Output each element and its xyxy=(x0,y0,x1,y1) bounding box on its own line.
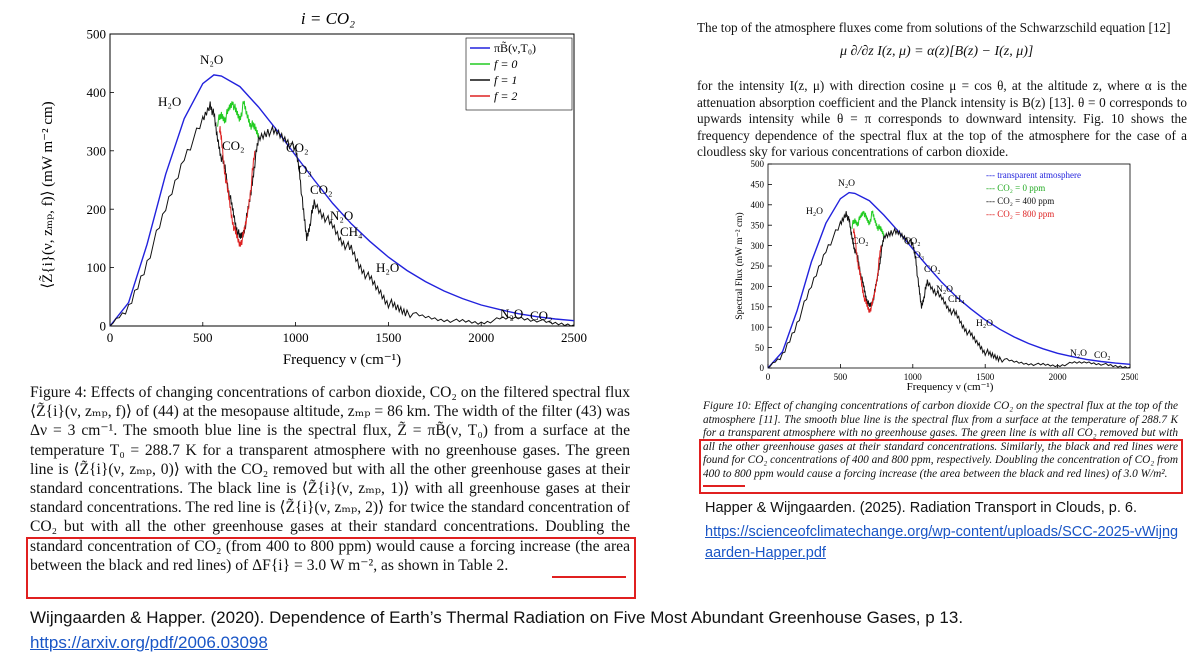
left-ytick-label: 300 xyxy=(87,143,107,158)
left-chart-title: i = CO₂ xyxy=(301,9,355,28)
left-annot-n2o-1: N₂O xyxy=(200,52,223,67)
right-ytick-label: 150 xyxy=(751,302,765,312)
right-ytick-label: 50 xyxy=(755,343,765,353)
right-annot-h2o-1: H₂O xyxy=(806,207,823,217)
bottom-citation: Wijngaarden & Happer. (2020). Dependence… xyxy=(30,608,964,627)
left-ytick-label: 500 xyxy=(87,27,107,42)
left-annot-co2-3: CO₂ xyxy=(310,182,333,197)
right-url-link[interactable]: https://scienceofclimatechange.org/wp-co… xyxy=(705,524,1179,561)
right-chart: 0 500 1000 1500 2000 2500 0 50 100 150 200 250 300 35… xyxy=(734,159,1138,393)
left-annot-co2-1: CO₂ xyxy=(222,138,245,153)
right-equation: μ ∂/∂z I(z, μ) = α(z)[B(z) − I(z, μ)] xyxy=(840,44,1034,59)
right-ytick-label: 100 xyxy=(751,322,765,332)
right-ytick-label: 350 xyxy=(751,220,765,230)
right-highlight-box xyxy=(699,439,1183,494)
left-series-planck xyxy=(109,74,575,327)
left-annot-ch4: CH₄ xyxy=(340,224,363,239)
left-xtick-label: 0 xyxy=(107,330,114,345)
right-ytick-label: 200 xyxy=(751,282,765,292)
left-x-axis-label: Frequency ν (cm⁻¹) xyxy=(283,352,401,368)
left-caption: Figure 4: Effects of changing concentrat… xyxy=(30,384,630,574)
right-xtick-label: 1500 xyxy=(976,372,995,382)
right-underline xyxy=(703,485,745,487)
right-legend-transparent: --- transparent atmosphere xyxy=(986,170,1081,180)
right-caption: Figure 10: Effect of changing concentrat… xyxy=(703,400,1178,480)
right-annot-n2o-3: N₂O xyxy=(1070,349,1087,359)
right-xtick-label: 1000 xyxy=(904,372,923,382)
right-annot-ch4: CH₄ xyxy=(948,295,965,305)
left-legend-planck: πB̃(ν,T₀) xyxy=(494,41,536,55)
left-ytick-label: 0 xyxy=(100,319,107,334)
right-xtick-label: 2000 xyxy=(1049,372,1068,382)
left-series-line-1 xyxy=(109,101,575,327)
left-xtick-label: 500 xyxy=(193,330,213,345)
right-legend-co2-0: --- CO₂ = 0 ppm xyxy=(986,183,1045,193)
left-legend-f1: f = 1 xyxy=(494,73,517,87)
left-ytick-label: 100 xyxy=(87,260,107,275)
left-legend: πB̃(ν,T₀) f = 0 f = 1 f = 2 xyxy=(465,37,573,111)
left-xtick-label: 1500 xyxy=(375,330,401,345)
right-x-axis-label: Frequency ν (cm⁻¹) xyxy=(907,381,994,393)
left-annot-h2o-1: H₂O xyxy=(158,94,181,109)
right-legend: --- transparent atmosphere --- CO₂ = 0 p… xyxy=(986,170,1081,219)
right-xtick-label: 2500 xyxy=(1121,372,1138,382)
left-annot-o3: O₃ xyxy=(298,162,312,177)
left-ytick-label: 200 xyxy=(87,202,107,217)
right-annot-h2o-2: H₂O xyxy=(976,319,993,329)
right-ytick-label: 450 xyxy=(751,180,765,190)
left-legend-f2: f = 2 xyxy=(494,89,517,103)
right-ytick-label: 250 xyxy=(751,261,765,271)
left-chart: i = CO₂ 0 500 1000 1500 2000 2500 0 100 200 300 40… xyxy=(39,9,587,368)
left-legend-f0: f = 0 xyxy=(494,57,517,71)
left-xtick-label: 2500 xyxy=(561,330,587,345)
right-paragraph-1: The top of the atmosphere fluxes come fr… xyxy=(697,20,1171,35)
right-ytick-label: 300 xyxy=(751,241,765,251)
left-ytick-label: 400 xyxy=(87,85,107,100)
right-annot-co2-4: CO₂ xyxy=(1094,351,1111,361)
right-annot-o3: O₃ xyxy=(914,251,924,261)
right-legend-co2-400: --- CO₂ = 400 ppm xyxy=(986,196,1054,206)
left-y-axis-label: ⟨Z̃{i}(ν, zₘₚ, f)⟩ (mW m⁻² cm) xyxy=(39,101,56,288)
left-annot-co2-4: CO₂ xyxy=(530,308,553,323)
right-ytick-label: 0 xyxy=(760,363,765,373)
right-ytick-label: 500 xyxy=(751,159,765,169)
left-highlight-box xyxy=(26,537,636,599)
left-annot-n2o-2: N₂O xyxy=(330,208,353,223)
bottom-url-link[interactable]: https://arxiv.org/pdf/2006.03098 xyxy=(30,633,268,652)
right-series-line-3 xyxy=(852,228,882,313)
right-citation: Happer & Wijngaarden. (2025). Radiation … xyxy=(705,500,1138,516)
right-series-line-2 xyxy=(851,210,885,237)
left-series-line-2 xyxy=(217,100,259,138)
left-underline xyxy=(552,576,626,578)
right-ytick-label: 400 xyxy=(751,200,765,210)
left-series-line-3 xyxy=(219,126,256,247)
right-xtick-label: 500 xyxy=(834,372,848,382)
left-annot-n2o-3: N₂O xyxy=(500,306,523,321)
right-plot-frame xyxy=(767,163,1131,369)
right-series-line-1 xyxy=(767,211,1131,369)
right-annot-co2-1: CO₂ xyxy=(852,237,869,247)
left-xtick-label: 2000 xyxy=(468,330,494,345)
right-series-planck xyxy=(767,191,1131,369)
right-paragraph-2: for the intensity I(z, μ) with direction… xyxy=(697,78,1187,160)
left-xtick-label: 1000 xyxy=(283,330,309,345)
left-annot-h2o-2: H₂O xyxy=(376,260,399,275)
right-legend-co2-800: --- CO₂ = 800 ppm xyxy=(986,209,1054,219)
right-annot-co2-3: CO₂ xyxy=(924,265,941,275)
left-annot-co2-2: CO₂ xyxy=(286,140,309,155)
right-annot-n2o-2: N₂O xyxy=(936,285,953,295)
right-y-axis-label: Spectral Flux (mW m⁻² cm) xyxy=(734,212,745,319)
right-annot-co2-2: CO₂ xyxy=(904,237,921,247)
left-plot-frame xyxy=(109,33,575,327)
right-annot-n2o-1: N₂O xyxy=(838,179,855,189)
right-xtick-label: 0 xyxy=(766,372,771,382)
